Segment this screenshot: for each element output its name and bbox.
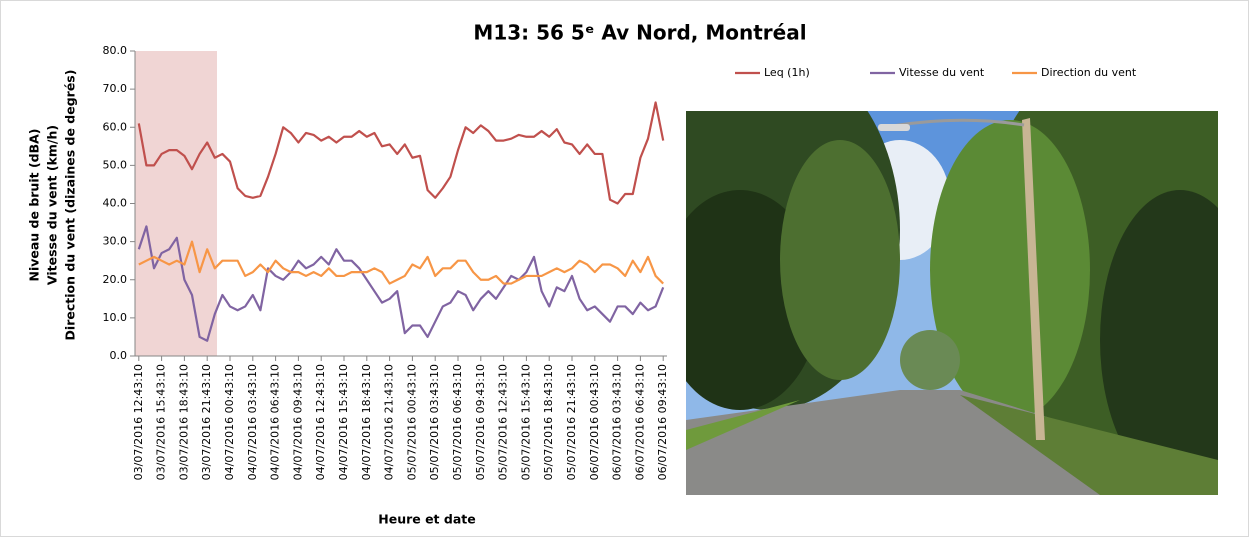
x-tick-label: 04/07/2016 09:43:10 xyxy=(291,364,304,480)
y-tick-label: 20.0 xyxy=(103,273,128,286)
x-tick-label: 03/07/2016 18:43:10 xyxy=(177,364,190,480)
series-line xyxy=(138,240,664,285)
x-tick-label: 04/07/2016 03:43:10 xyxy=(246,364,259,480)
series-line xyxy=(137,101,665,205)
chart-title: M13: 56 5ᵉ Av Nord, Montréal xyxy=(473,21,806,45)
y-tick-label: 40.0 xyxy=(103,197,128,210)
x-tick-label: 05/07/2016 00:43:10 xyxy=(405,364,418,480)
y-axis-title-line: Direction du vent (dizaines de degrés) xyxy=(63,70,78,341)
x-tick-label: 04/07/2016 00:43:10 xyxy=(223,364,236,480)
y-tick-label: 60.0 xyxy=(103,120,128,133)
x-axis-title: Heure et date xyxy=(378,512,475,527)
x-tick-label: 05/07/2016 12:43:10 xyxy=(497,364,510,480)
y-tick-label: 30.0 xyxy=(103,235,128,248)
y-axis-title-line: Vitesse du vent (km/h) xyxy=(45,125,60,285)
x-tick-label: 04/07/2016 12:43:10 xyxy=(314,364,327,480)
x-tick-label: 05/07/2016 09:43:10 xyxy=(474,364,487,480)
photo xyxy=(686,111,1218,495)
x-tick-label: 06/07/2016 03:43:10 xyxy=(611,364,624,480)
x-tick-label: 06/07/2016 00:43:10 xyxy=(588,364,601,480)
y-tick-label: 10.0 xyxy=(103,311,128,324)
x-tick-label: 04/07/2016 18:43:10 xyxy=(360,364,373,480)
x-tick-label: 03/07/2016 12:43:10 xyxy=(132,364,145,480)
x-tick-label: 05/07/2016 18:43:10 xyxy=(542,364,555,480)
y-axis-title: Niveau de bruit (dBA) Vitesse du vent (k… xyxy=(27,70,78,341)
x-tick-label: 05/07/2016 15:43:10 xyxy=(519,364,532,480)
x-tick-label: 06/07/2016 06:43:10 xyxy=(633,364,646,480)
shaded-period xyxy=(135,51,217,356)
x-tick-label: 04/07/2016 06:43:10 xyxy=(269,364,282,480)
y-tick-label: 80.0 xyxy=(103,44,128,57)
legend-label: Leq (1h) xyxy=(764,66,810,79)
x-tick-label: 04/07/2016 15:43:10 xyxy=(337,364,350,480)
y-tick-label: 0.0 xyxy=(110,349,128,362)
series-line xyxy=(137,225,665,342)
y-tick-label: 50.0 xyxy=(103,158,128,171)
x-tick-label: 05/07/2016 21:43:10 xyxy=(565,364,578,480)
x-tick-label: 06/07/2016 09:43:10 xyxy=(656,364,669,480)
x-tick-label: 03/07/2016 15:43:10 xyxy=(155,364,168,480)
legend-label: Vitesse du vent xyxy=(899,66,985,79)
x-tick-label: 05/07/2016 03:43:10 xyxy=(428,364,441,480)
x-tick-label: 03/07/2016 21:43:10 xyxy=(200,364,213,480)
x-tick-label: 05/07/2016 06:43:10 xyxy=(451,364,464,480)
legend-label: Direction du vent xyxy=(1041,66,1137,79)
x-tick-label: 04/07/2016 21:43:10 xyxy=(383,364,396,480)
y-axis-title-line: Niveau de bruit (dBA) xyxy=(27,128,42,281)
y-tick-label: 70.0 xyxy=(103,82,128,95)
